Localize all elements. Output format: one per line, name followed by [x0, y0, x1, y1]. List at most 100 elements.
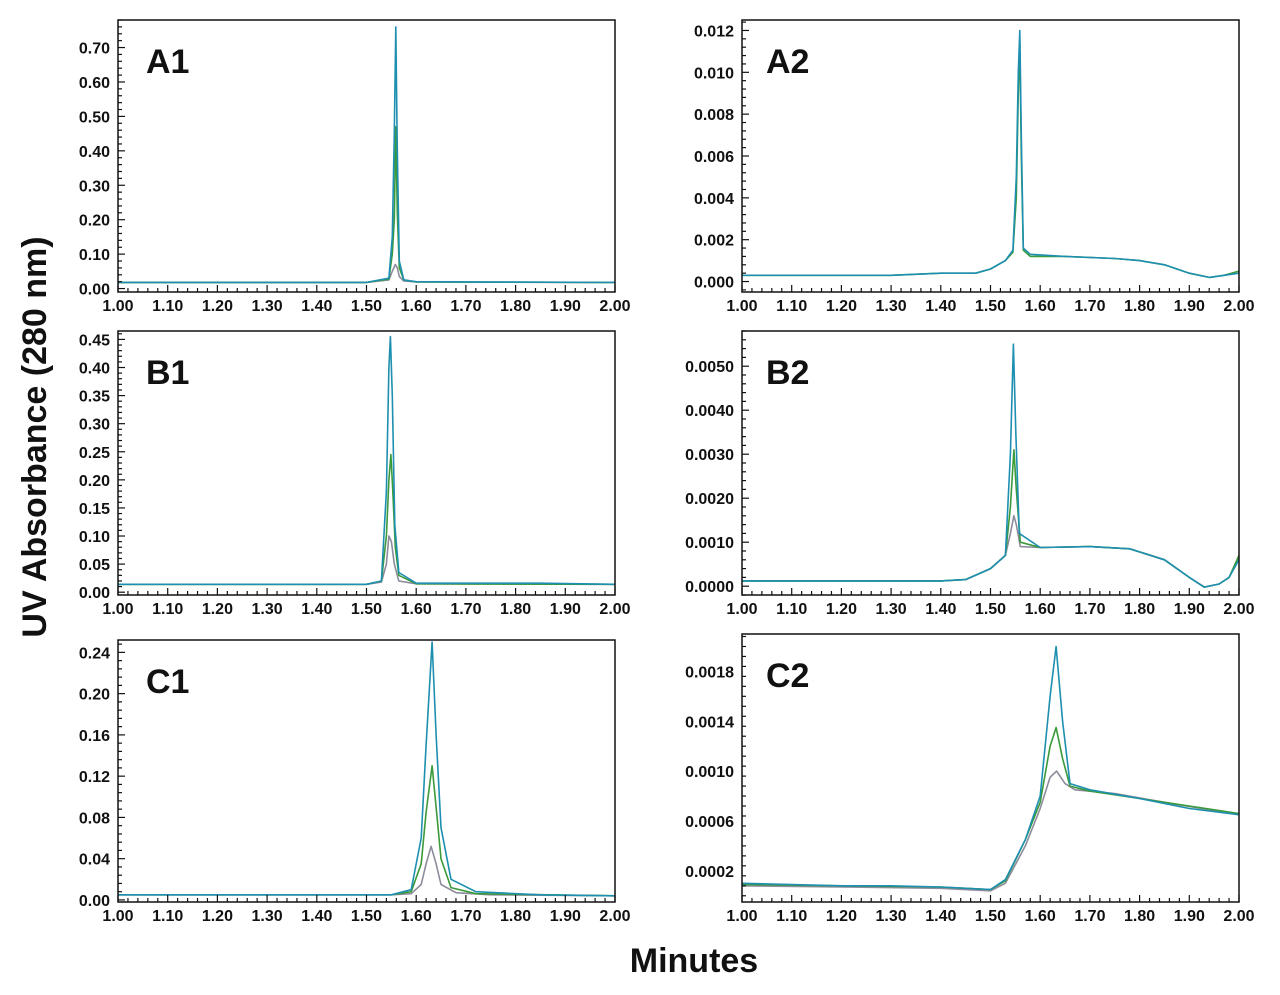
trace-c1-1	[118, 845, 615, 897]
x-tick-label: 1.40	[925, 298, 956, 315]
x-tick-label: 1.00	[726, 298, 757, 315]
y-tick-label: 0.70	[79, 41, 110, 58]
y-tick-label: 0.10	[79, 529, 110, 546]
y-tick-label: 0.006	[694, 149, 734, 166]
y-tick-label: 0.16	[79, 728, 110, 745]
y-tick-label: 0.40	[79, 361, 110, 378]
x-tick-label: 1.80	[500, 601, 531, 618]
panel-label-b1: B1	[146, 354, 189, 392]
y-tick-label: 0.60	[79, 75, 110, 92]
y-tick-label: 0.0030	[685, 447, 734, 464]
traces-c1	[118, 641, 615, 897]
x-tick-label: 1.70	[450, 298, 481, 315]
y-tick-label: 0.002	[694, 233, 734, 250]
x-tick-label: 2.00	[599, 298, 630, 315]
y-tick-label: 0.12	[79, 769, 110, 786]
x-tick-label: 1.10	[776, 601, 807, 618]
y-tick-label: 0.0040	[685, 403, 734, 420]
y-tick-label: 0.0000	[685, 579, 734, 596]
y-tick-label: 0.000	[694, 275, 734, 292]
x-tick-label: 1.40	[925, 601, 956, 618]
y-tick-label: 0.40	[79, 144, 110, 161]
panel-b1: 1.00 1.10 1.20 1.30 1.40 1.50 1.60 1.70 1.80 1.90…	[79, 330, 631, 618]
x-tick-label: 1.40	[301, 601, 332, 618]
panel-label-a2: A2	[766, 43, 809, 81]
x-tick-label: 1.20	[826, 908, 857, 925]
x-tick-label: 1.30	[252, 298, 283, 315]
y-tick-label: 0.24	[79, 645, 110, 662]
traces-b1	[118, 335, 615, 586]
x-tick-label: 1.70	[450, 601, 481, 618]
x-tick-label: 1.90	[550, 601, 581, 618]
y-tick-label: 0.0002	[685, 864, 734, 881]
trace-c2-1	[742, 770, 1239, 892]
plot-frame-a1	[117, 19, 616, 293]
x-tick-label: 1.60	[401, 908, 432, 925]
x-tick-label: 1.70	[1074, 908, 1105, 925]
trace-c1-3	[118, 641, 615, 897]
traces-a1	[118, 26, 615, 284]
x-tick-label: 1.00	[726, 908, 757, 925]
panel-b2: 1.00 1.10 1.20 1.30 1.40 1.50 1.60 1.70 1.80 1.90…	[685, 330, 1255, 618]
y-axis-title: UV Absorbance (280 nm)	[16, 236, 54, 637]
plot-frame-c1	[117, 639, 616, 903]
x-tick-label: 2.00	[1223, 601, 1254, 618]
x-tick-label: 1.50	[351, 601, 382, 618]
y-tick-label: 0.012	[694, 23, 734, 40]
x-tick-label: 1.60	[401, 298, 432, 315]
trace-c2-2	[742, 726, 1239, 891]
y-tick-label: 0.20	[79, 473, 110, 490]
x-tick-label: 1.30	[876, 908, 907, 925]
y-tick-label: 0.20	[79, 687, 110, 704]
panel-label-b2: B2	[766, 354, 809, 392]
x-tick-label: 1.00	[102, 908, 133, 925]
x-tick-label: 1.50	[351, 298, 382, 315]
x-axis-title: Minutes	[630, 942, 758, 980]
y-tick-label: 0.05	[79, 557, 110, 574]
x-tick-label: 1.20	[202, 298, 233, 315]
y-tick-label: 0.0010	[685, 764, 734, 781]
trace-a1-2	[118, 125, 615, 284]
y-tick-label: 0.35	[79, 389, 110, 406]
x-tick-label: 1.60	[1025, 908, 1056, 925]
traces-a2	[742, 29, 1239, 279]
x-tick-label: 1.60	[1025, 298, 1056, 315]
x-tick-label: 1.30	[876, 601, 907, 618]
x-tick-label: 1.10	[152, 601, 183, 618]
x-tick-label: 1.10	[776, 908, 807, 925]
trace-a2-1	[742, 40, 1239, 279]
x-tick-label: 1.60	[1025, 601, 1056, 618]
x-tick-label: 1.50	[351, 908, 382, 925]
trace-b2-2	[742, 449, 1239, 588]
x-tick-label: 1.80	[500, 298, 531, 315]
y-tick-label: 0.010	[694, 65, 734, 82]
trace-c1-2	[118, 765, 615, 897]
y-tick-label: 0.04	[79, 852, 110, 869]
x-tick-label: 1.10	[152, 298, 183, 315]
x-tick-label: 2.00	[1223, 908, 1254, 925]
x-tick-label: 1.80	[1124, 908, 1155, 925]
x-tick-label: 1.90	[1174, 601, 1205, 618]
traces-c2	[742, 645, 1239, 892]
x-tick-label: 1.00	[726, 601, 757, 618]
plot-frame-b1	[117, 330, 616, 596]
y-tick-label: 0.08	[79, 810, 110, 827]
plot-frame-a2	[741, 19, 1240, 293]
x-tick-label: 1.40	[301, 298, 332, 315]
x-tick-label: 1.70	[1074, 298, 1105, 315]
y-tick-label: 0.25	[79, 445, 110, 462]
trace-a1-3	[118, 26, 615, 284]
x-tick-label: 1.80	[500, 908, 531, 925]
x-tick-label: 1.10	[152, 908, 183, 925]
panel-label-c1: C1	[146, 663, 189, 701]
x-tick-label: 1.80	[1124, 298, 1155, 315]
x-tick-label: 1.40	[301, 908, 332, 925]
panel-c2: 1.00 1.10 1.20 1.30 1.40 1.50 1.60 1.70 1.80 1.90…	[685, 633, 1255, 925]
panel-label-c2: C2	[766, 657, 809, 695]
x-tick-label: 1.90	[1174, 298, 1205, 315]
x-tick-label: 1.50	[975, 298, 1006, 315]
x-tick-label: 1.70	[450, 908, 481, 925]
y-tick-label: 0.10	[79, 247, 110, 264]
trace-b2-1	[742, 515, 1239, 588]
